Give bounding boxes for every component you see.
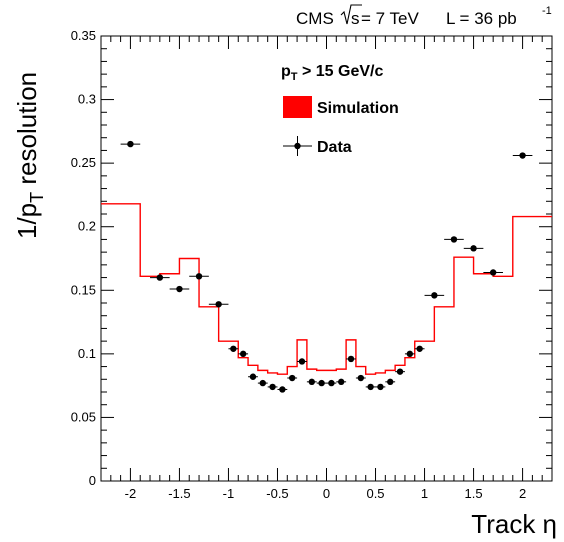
- data-point: [306, 378, 317, 386]
- x-tick-label: -1.5: [168, 486, 190, 501]
- data-points: [120, 140, 533, 393]
- y-tick-label: 0: [89, 473, 96, 488]
- legend: pT > 15 GeV/c Simulation Data: [281, 63, 399, 156]
- data-point: [395, 368, 405, 375]
- x-tick-label: -2: [125, 486, 137, 501]
- x-tick-label: 1.5: [465, 486, 483, 501]
- data-point: [169, 285, 190, 293]
- data-point: [365, 383, 376, 391]
- y-tick-label: 0.35: [71, 28, 96, 43]
- data-point: [238, 350, 249, 358]
- data-point: [150, 274, 170, 281]
- data-point: [297, 358, 307, 365]
- legend-simulation-swatch: [283, 96, 312, 118]
- data-point: [287, 374, 298, 382]
- data-point: [385, 378, 396, 386]
- data-point: [414, 345, 425, 352]
- legend-cut-rest: > 15 GeV/c: [298, 63, 384, 80]
- data-point: [208, 301, 229, 308]
- data-point: [326, 379, 337, 387]
- y-tick-label: 0.25: [71, 155, 96, 170]
- x-tick-labels: -2 -1.5 -1 -0.5 0 0.5 1 1.5 2: [125, 486, 527, 501]
- y-tick-label: 0.3: [78, 92, 96, 107]
- y-axis-title: 1/pT resolution: [12, 72, 47, 239]
- y-tick-label: 0.1: [78, 346, 96, 361]
- data-point: [336, 378, 347, 386]
- x-tick-label: 0.5: [366, 486, 384, 501]
- x-tick-label: 2: [519, 486, 526, 501]
- data-point: [463, 245, 484, 252]
- data-point: [316, 379, 327, 387]
- header-energy: = 7 TeV: [361, 9, 419, 28]
- y-axis-title-main: 1/p: [12, 203, 42, 239]
- y-tick-labels: 0 0.05 0.1 0.15 0.2 0.25 0.3 0.35: [71, 28, 96, 488]
- data-point: [404, 350, 415, 358]
- y-axis-title-rest: resolution: [12, 72, 42, 192]
- data-point: [355, 374, 366, 382]
- header-luminosity-exponent: -1: [542, 5, 552, 17]
- sqrt-symbol: [340, 4, 362, 25]
- y-axis-title-sub: T: [27, 192, 47, 203]
- data-point: [120, 140, 141, 148]
- y-tick-label: 0.15: [71, 282, 96, 297]
- x-axis-title: Track η: [471, 509, 557, 539]
- x-tick-label: -1: [223, 486, 235, 501]
- legend-cut: pT > 15 GeV/c: [281, 63, 383, 83]
- legend-simulation-label: Simulation: [317, 100, 399, 117]
- axis-ticks: [100, 35, 553, 482]
- data-point: [346, 355, 356, 363]
- x-tick-label: 1: [421, 486, 428, 501]
- legend-cut-sub: T: [291, 71, 298, 83]
- y-tick-label: 0.2: [78, 219, 96, 234]
- data-point: [424, 292, 445, 299]
- data-point: [444, 236, 464, 243]
- data-point: [189, 273, 209, 280]
- data-point: [375, 383, 386, 391]
- legend-data-marker: [283, 136, 312, 156]
- data-point: [277, 386, 288, 393]
- legend-data-label: Data: [317, 139, 352, 156]
- header-luminosity: L = 36 pb: [446, 9, 517, 28]
- simulation-histogram: [101, 203, 552, 375]
- data-point: [257, 379, 268, 387]
- header-experiment: CMS: [296, 9, 334, 28]
- data-point: [228, 345, 239, 352]
- data-point: [267, 383, 278, 391]
- y-tick-label: 0.05: [71, 409, 96, 424]
- data-point: [483, 269, 503, 276]
- x-tick-label: -0.5: [266, 486, 288, 501]
- data-point: [512, 152, 533, 159]
- header-sqrt-s: s: [351, 9, 360, 28]
- legend-cut-main: p: [281, 63, 291, 80]
- x-tick-label: 0: [323, 486, 330, 501]
- data-point: [248, 373, 258, 380]
